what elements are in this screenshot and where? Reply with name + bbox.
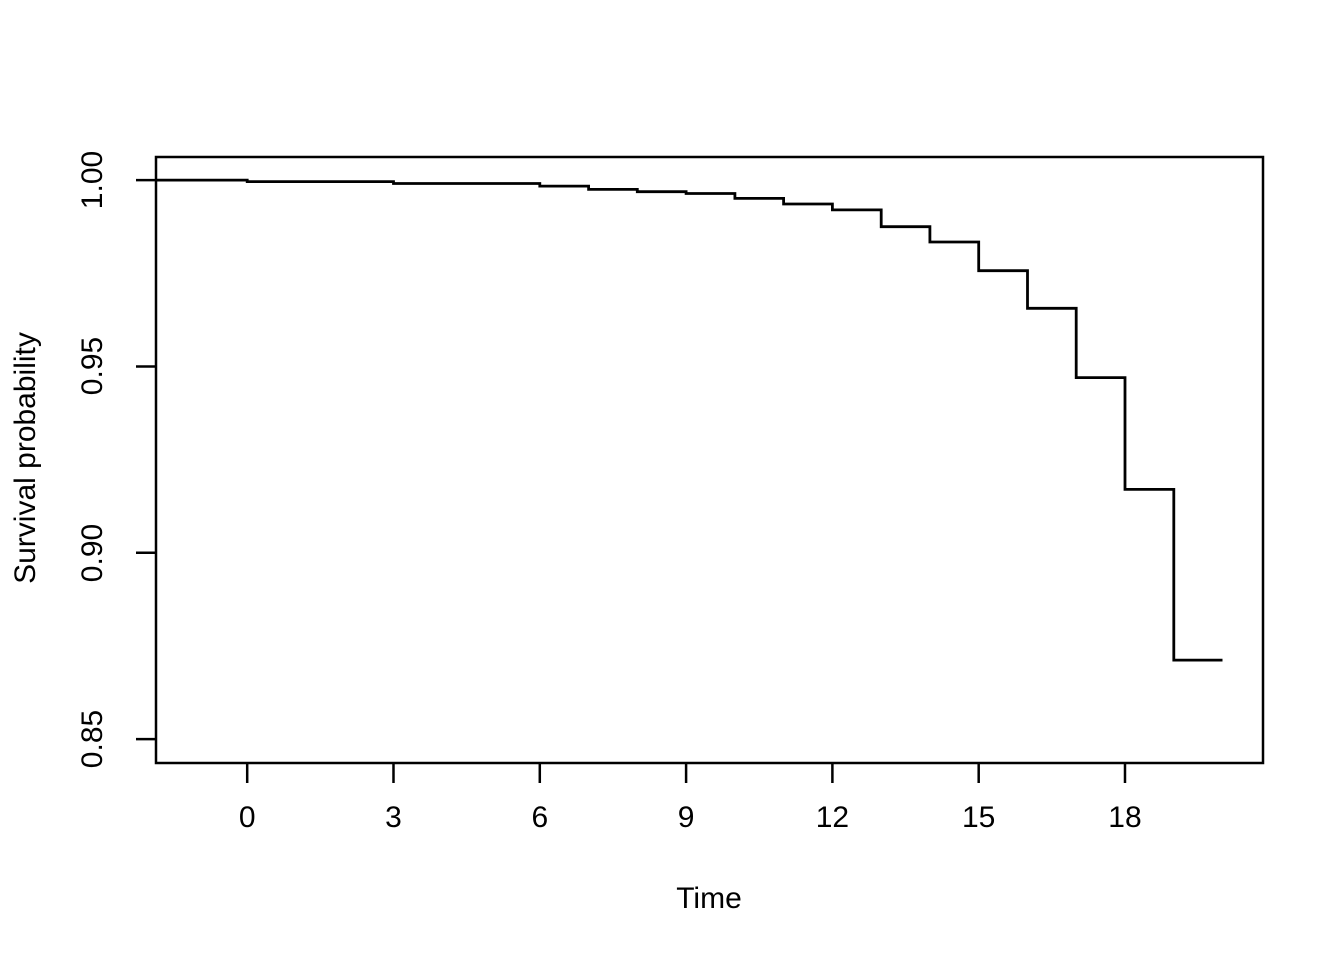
survival-curve — [156, 178, 1223, 662]
x-tick-label-18: 18 — [1108, 801, 1142, 834]
x-tick-label-9: 9 — [677, 801, 695, 834]
y-tick-label-0.90: 0.90 — [76, 523, 109, 582]
y-tick-label-0.85: 0.85 — [76, 709, 109, 769]
x-tick-label-12: 12 — [815, 801, 850, 834]
x-tick-label-3: 3 — [385, 801, 402, 834]
x-tick-label-6: 6 — [531, 801, 549, 834]
x-tick-label-15: 15 — [962, 801, 996, 834]
y-axis-title: Survival probability — [9, 332, 42, 584]
x-tick-label-0: 0 — [238, 801, 256, 834]
y-tick-label-1.00: 1.00 — [76, 150, 109, 210]
x-axis-title: Time — [676, 882, 742, 915]
plot-box — [154, 155, 1265, 765]
y-tick-label-0.95: 0.95 — [76, 337, 109, 396]
